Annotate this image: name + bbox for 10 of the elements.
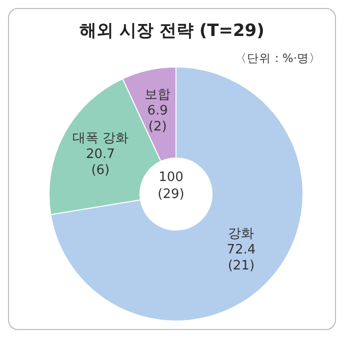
chart-subtitle: 〈단위 : %·명〉 [235,51,321,66]
chart-title: 해외 시장 전략 (T=29) [78,20,266,42]
slice-label: 강화 [228,226,254,241]
text: 100 (29) [158,170,184,202]
data-label: 6.9 (2) [147,103,168,134]
slice-label: 보합 [144,87,171,102]
data-label: 72.4 (21) [226,242,256,273]
data-label: 20.7 (6) [86,146,115,178]
donut-slice [50,66,304,322]
slice-label: 대폭 강화 [72,130,129,146]
